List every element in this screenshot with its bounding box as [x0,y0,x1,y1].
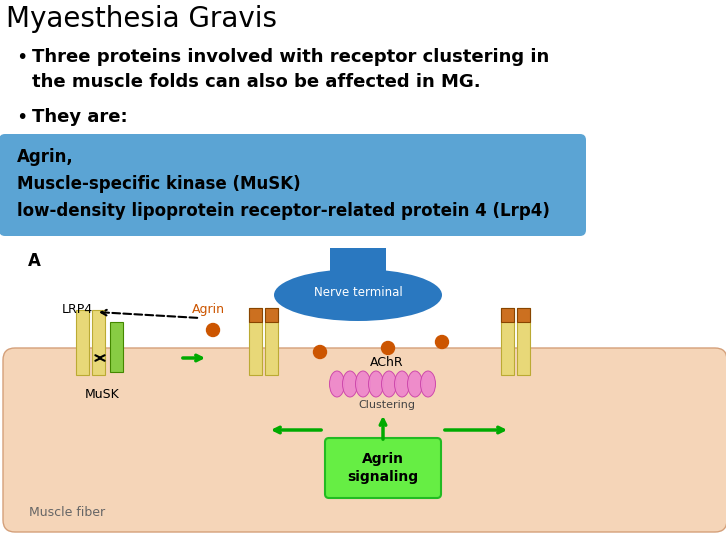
Text: Muscle fiber: Muscle fiber [29,506,105,519]
Bar [91,310,105,375]
Text: Clustering: Clustering [359,400,415,410]
Text: AChR: AChR [370,356,404,369]
Ellipse shape [343,371,357,397]
Text: •: • [16,48,28,67]
Text: They are:: They are: [32,108,128,126]
Ellipse shape [356,371,370,397]
Ellipse shape [381,371,396,397]
Circle shape [314,345,327,358]
Bar [264,308,277,322]
Bar [500,308,513,322]
Text: LRP4: LRP4 [62,303,93,316]
Text: Three proteins involved with receptor clustering in
the muscle folds can also be: Three proteins involved with receptor cl… [32,48,550,91]
Bar [248,308,261,375]
Text: Nerve terminal: Nerve terminal [314,287,402,300]
Bar [516,308,529,322]
Circle shape [436,336,449,349]
Bar [76,310,89,375]
Ellipse shape [330,371,345,397]
Bar [516,308,529,375]
Ellipse shape [420,371,436,397]
Circle shape [381,342,394,355]
Text: A: A [28,252,41,270]
Ellipse shape [274,269,442,321]
Text: MuSK: MuSK [85,388,119,401]
Text: Myaesthesia Gravis: Myaesthesia Gravis [6,5,277,33]
Ellipse shape [407,371,423,397]
Ellipse shape [369,371,383,397]
Bar [330,248,386,290]
Text: Agrin: Agrin [192,303,224,316]
FancyBboxPatch shape [325,438,441,498]
Bar [500,308,513,375]
Text: •: • [16,108,28,127]
Bar [248,308,261,322]
Bar [264,308,277,375]
Bar [110,322,123,372]
FancyBboxPatch shape [0,134,586,236]
Circle shape [206,323,219,336]
FancyBboxPatch shape [3,348,726,532]
Text: Agrin
signaling: Agrin signaling [348,452,419,484]
Ellipse shape [394,371,409,397]
Text: Agrin,
Muscle-specific kinase (MuSK)
low-density lipoprotein receptor-related pr: Agrin, Muscle-specific kinase (MuSK) low… [17,148,550,220]
